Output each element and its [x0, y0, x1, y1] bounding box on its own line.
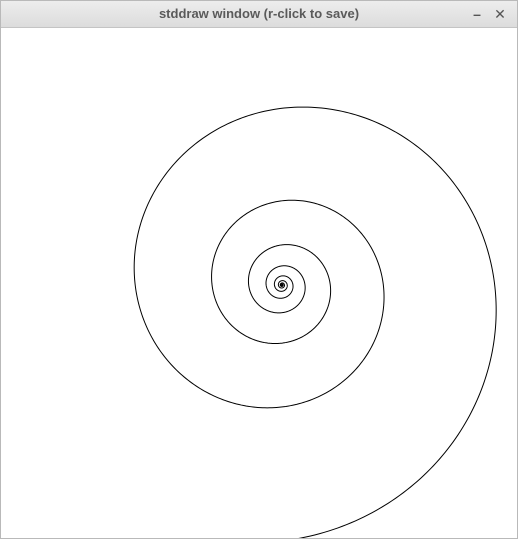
- window-title: stddraw window (r-click to save): [158, 6, 360, 21]
- drawing-canvas[interactable]: [1, 28, 517, 538]
- spiral-curve: [133, 106, 497, 538]
- title-bar[interactable]: stddraw window (r-click to save) – ✕: [1, 1, 517, 28]
- close-button[interactable]: ✕: [490, 4, 510, 24]
- minimize-icon: –: [473, 6, 481, 22]
- close-icon: ✕: [494, 6, 506, 22]
- minimize-button[interactable]: –: [467, 4, 487, 24]
- spiral-drawing: [1, 28, 517, 538]
